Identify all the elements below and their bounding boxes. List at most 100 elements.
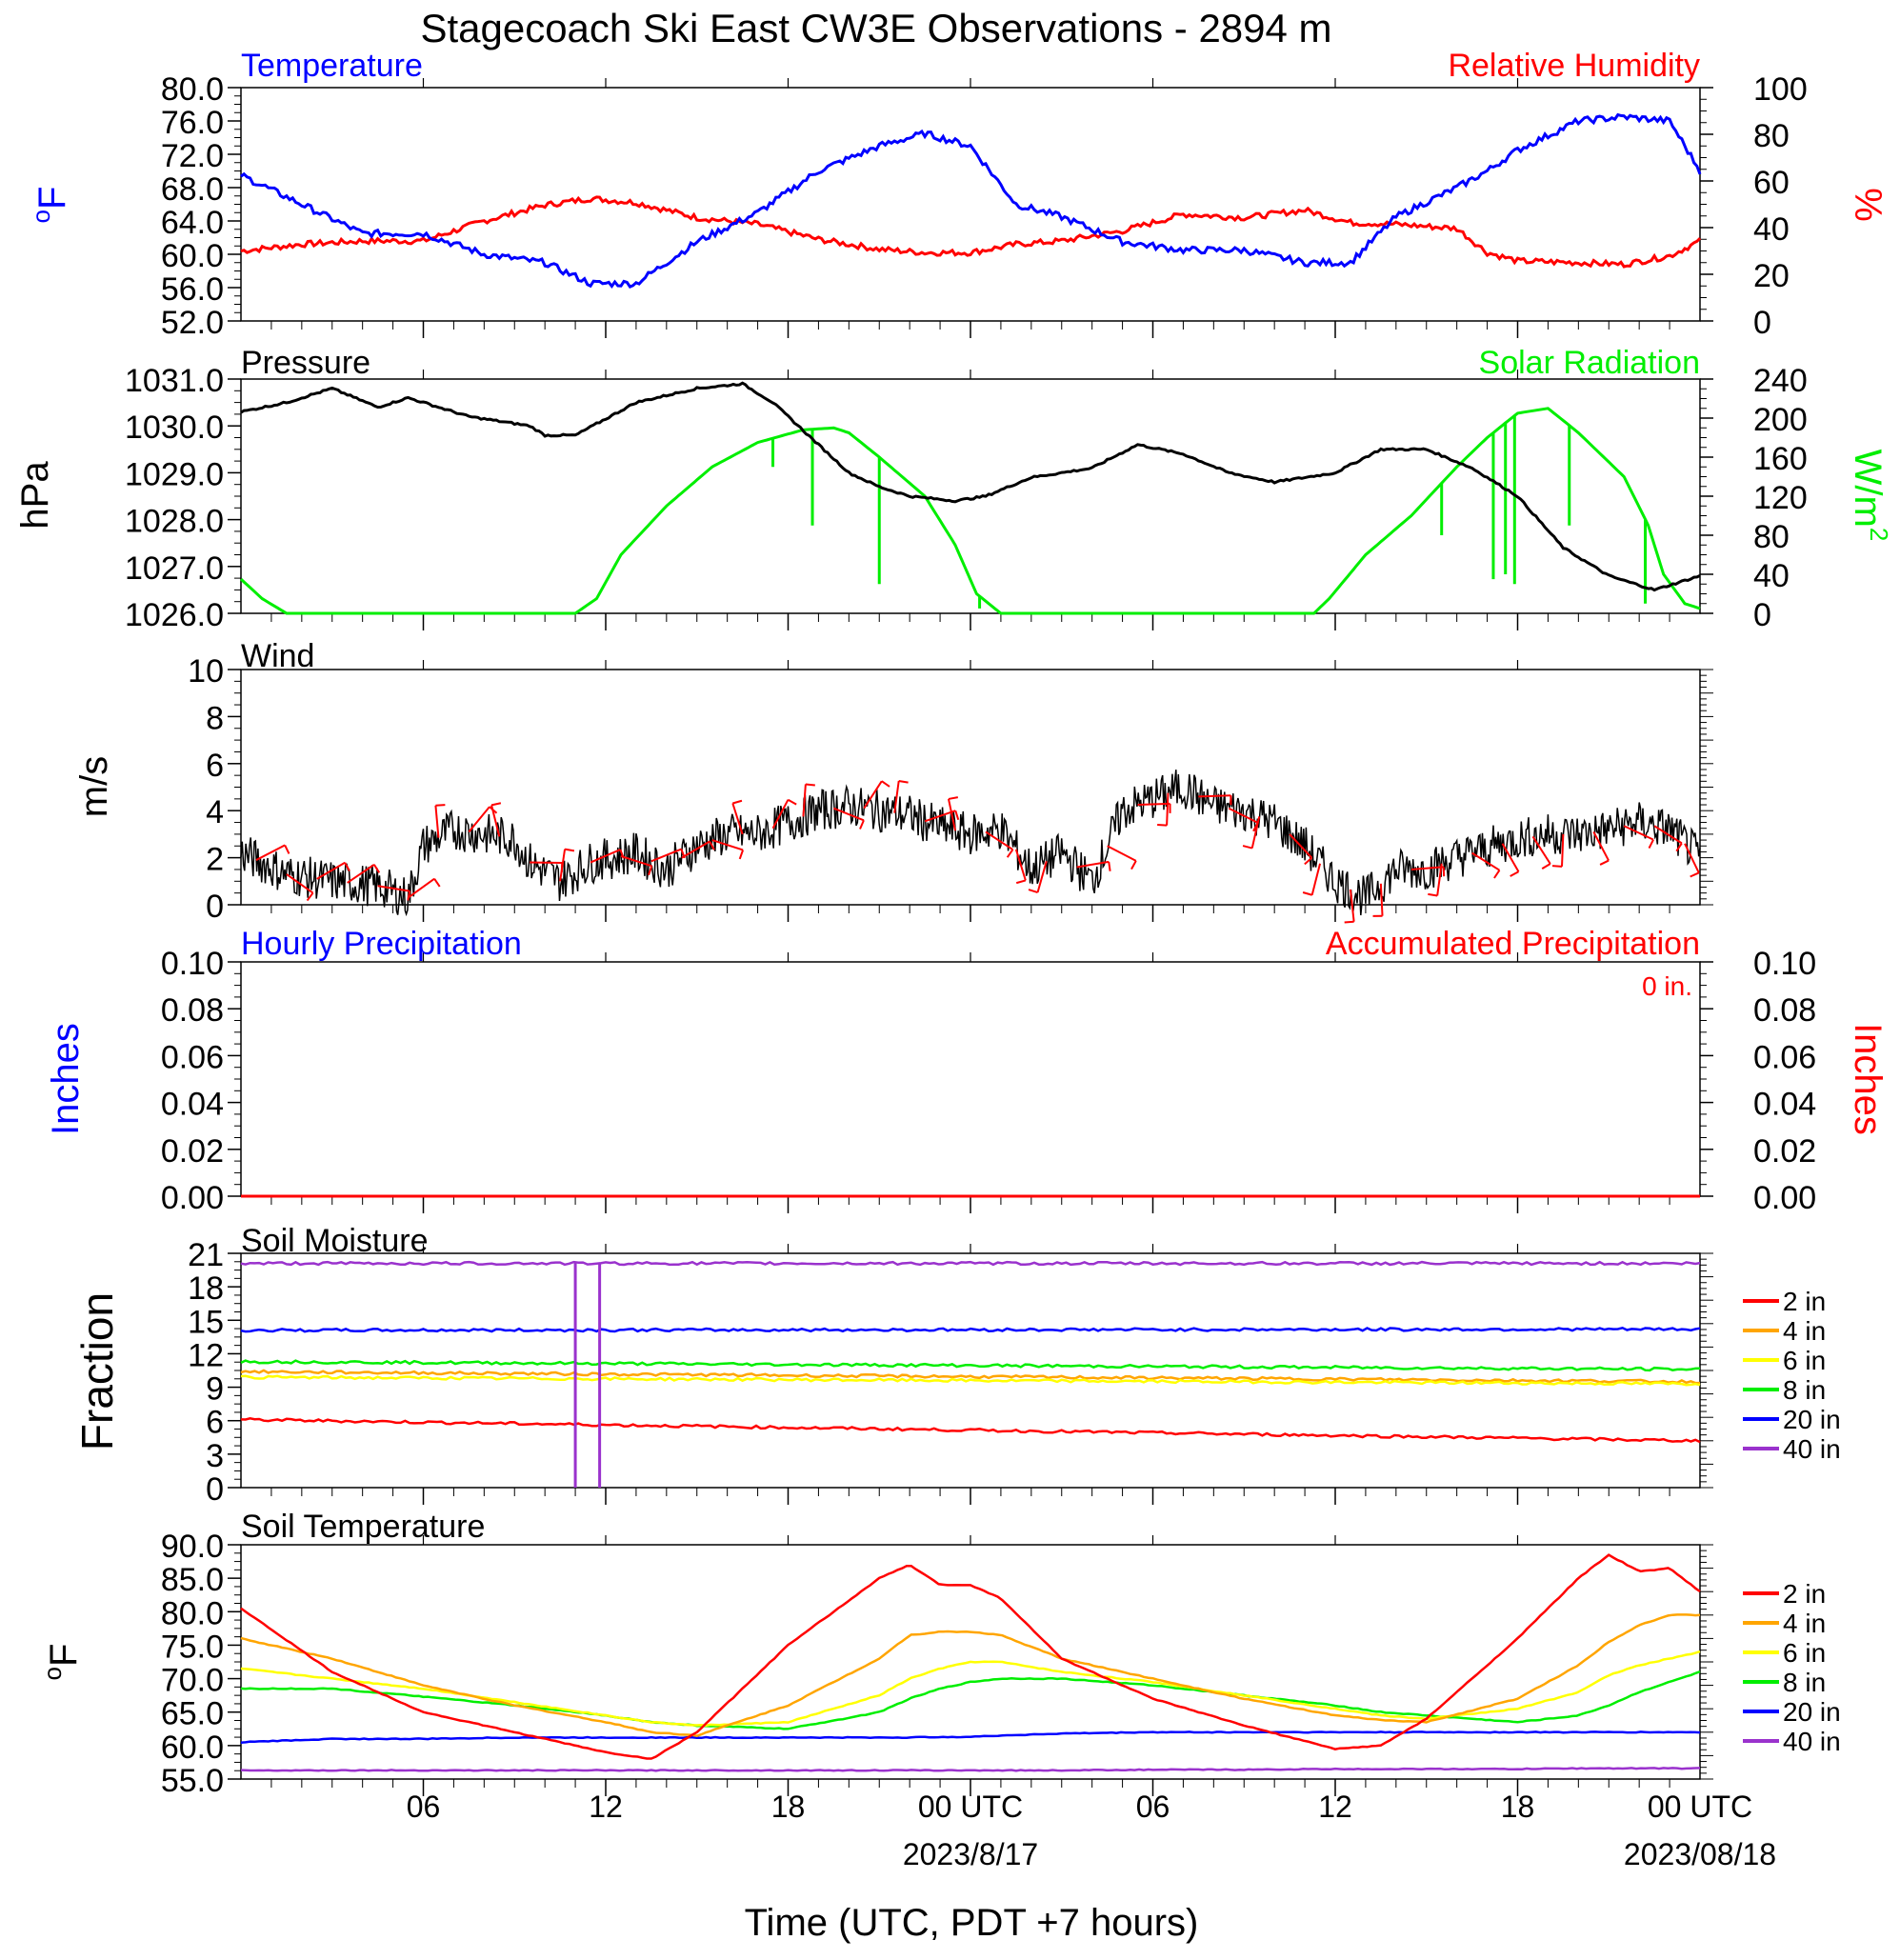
y-tick-label-right: 80 [1753,519,1790,555]
ylabel-solar-sup: 2 [1865,528,1893,541]
y-tick-label-left: 65.0 [161,1696,224,1732]
wind-barb-flag [1130,860,1137,870]
y-tick-label-left: 6 [206,1405,224,1441]
y-tick-label-right: 0.02 [1753,1133,1816,1170]
panel-temperature-humidity: 80.076.072.068.064.060.056.052.0 100 80 60 4… [27,48,1889,341]
y-tick-label-left: 80.0 [161,71,224,108]
soil-moisture-line-6in [240,1374,1701,1387]
y-tick-label-left: 75.0 [161,1629,224,1665]
panel-title-hourly-precip: Hourly Precipitation [241,926,522,962]
legend-label: 40 in [1783,1727,1841,1756]
soil-moisture-line-40in [240,1260,1701,1267]
y-tick-label-right: 0 [1753,305,1771,341]
wind-barb-flag [732,799,743,805]
ylabel-rh: % [1847,188,1889,222]
y-tick-label-right: 0.04 [1753,1087,1816,1123]
y-tick-label-left: 6 [206,748,224,784]
wind-barb [893,780,900,813]
y-tick-label-right: 240 [1753,363,1808,399]
x-tick-label: 06 [1136,1790,1170,1824]
wind-barb [1076,860,1110,869]
wind-barb [1592,830,1610,862]
wind-barb [590,849,621,864]
wind-barb-flag [1551,865,1563,868]
y-tick-label-left: 10 [188,653,224,690]
ylabel-temperature: oF [27,187,73,224]
soil-moisture-line-20in [240,1326,1701,1333]
ylabel-degree: o [27,210,55,223]
y-tick-label-left: 4 [206,794,224,830]
wind-barb-flag [709,841,715,850]
y-tick-label-right: 40 [1753,211,1790,248]
panel-soil-temperature: 90.085.080.075.070.065.060.055.0 Soil Tem… [38,1509,1841,1799]
soil-moisture-line-4in [240,1369,1700,1385]
rh-line [240,195,1702,269]
wind-barb [1349,889,1355,922]
legend-label: 40 in [1783,1434,1841,1464]
x-date-label: 2023/08/18 [1624,1837,1776,1871]
soil-temp-line-2in [240,1553,1701,1760]
panel-pressure-solar: 1031.01030.01029.01028.01027.01026.02402… [14,345,1893,633]
panel-title-soil-temperature: Soil Temperature [241,1509,485,1545]
x-tick-label: 12 [1318,1790,1352,1824]
legend-label: 8 in [1783,1668,1826,1697]
wind-barb [407,877,435,899]
wind-barb [377,885,410,892]
wind-barb [255,844,286,861]
wind-barb [1289,833,1313,859]
y-tick-label-left: 1030.0 [125,410,224,446]
x-date-label: 2023/8/17 [903,1837,1038,1871]
y-tick-label-left: 60.0 [161,238,224,274]
y-tick-label-left: 2 [206,842,224,878]
wind-barb-flag [1510,870,1519,877]
wind-barb-flag [1690,871,1700,878]
y-tick-label-left: 0.02 [161,1133,224,1170]
x-tick-label: 06 [407,1790,441,1824]
wind-barb-flag [306,891,314,902]
solar-radiation-line [239,407,1701,615]
y-tick-label-left: 52.0 [161,305,224,341]
wind-barb [924,810,956,823]
wind-barb [1684,843,1700,873]
wind-barb [771,799,790,830]
wind-barb [1531,835,1551,865]
y-tick-label-right: 0 [1753,597,1771,633]
ylabel-solar: W/m2 [1847,450,1893,542]
y-tick-label-left: 80.0 [161,1595,224,1631]
wind-barb [286,873,314,894]
precip-total-annotation: 0 in. [1642,971,1692,1001]
soil-moisture-line-2in [240,1417,1701,1444]
y-tick-label-left: 12 [188,1337,224,1373]
x-tick-label: 12 [589,1790,623,1824]
soil-temp-line-8in [240,1670,1701,1730]
wind-barb [1410,866,1444,870]
wind-barb [1561,833,1565,867]
wind-barb [1228,807,1259,824]
pressure-line [240,381,1701,592]
y-tick-label-left: 3 [206,1438,224,1474]
wind-barb-flag [1599,859,1610,866]
y-tick-label-right: 0.08 [1753,992,1816,1029]
panel-title-temperature: Temperature [241,48,423,84]
y-tick-label-right: 120 [1753,480,1808,516]
y-tick-label-left: 9 [206,1371,224,1408]
wind-barb-flag [1108,861,1111,871]
ylabel-unit: F [43,1644,85,1667]
wind-barb [490,805,501,837]
legend-label: 20 in [1783,1697,1841,1727]
ylabel-degree: o [38,1667,67,1680]
x-tick-label: 18 [771,1790,806,1824]
wind-barb-flag [344,862,350,871]
wind-barb [1436,863,1443,896]
wind-barb-flag [1442,867,1446,877]
y-tick-label-left: 76.0 [161,105,224,141]
wind-barb-flag [648,865,653,876]
y-tick-label-left: 68.0 [161,171,224,208]
wind-barb-flag [1028,889,1038,893]
wind-barb-flag [881,780,890,788]
wind-barb-flag [1648,839,1654,850]
wind-barb-flag [433,878,441,888]
wind-barb [347,864,375,884]
wind-barb [681,840,710,859]
wind-barb-flag [372,864,381,873]
